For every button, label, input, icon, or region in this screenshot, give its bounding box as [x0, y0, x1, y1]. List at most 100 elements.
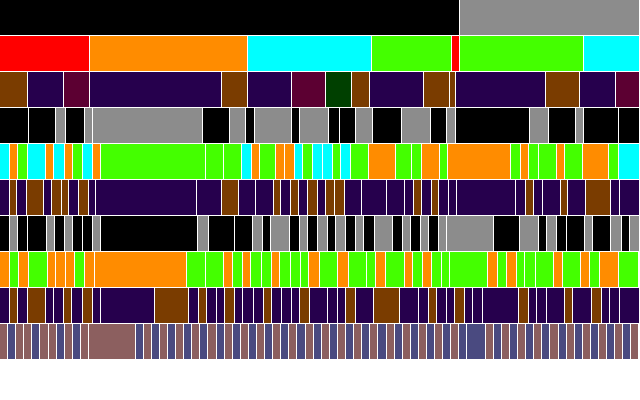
node-8-30: [374, 288, 401, 323]
node-6-2: [18, 216, 29, 251]
node-4-14: [252, 144, 261, 179]
node-9-13: [143, 324, 152, 359]
node-7-25: [367, 252, 376, 287]
node-8-20: [263, 288, 272, 323]
node-9-24: [232, 324, 241, 359]
node-8-1: [10, 288, 19, 323]
node-2-0: [0, 72, 28, 107]
node-6-37: [546, 216, 557, 251]
node-7-11: [205, 252, 225, 287]
node-9-18: [184, 324, 193, 359]
node-6-32: [439, 216, 448, 251]
node-4-30: [447, 144, 511, 179]
node-9-41: [370, 324, 379, 359]
node-8-25: [309, 288, 328, 323]
node-7-42: [581, 252, 590, 287]
node-3-23: [583, 108, 620, 143]
node-6-36: [538, 216, 547, 251]
node-7-21: [309, 252, 320, 287]
node-9-0: [0, 324, 9, 359]
node-7-43: [589, 252, 600, 287]
node-9-50: [443, 324, 452, 359]
node-6-22: [336, 216, 347, 251]
node-6-33: [447, 216, 495, 251]
node-7-41: [562, 252, 582, 287]
level-4: [0, 144, 640, 179]
node-8-12: [189, 288, 200, 323]
node-9-2: [16, 324, 25, 359]
node-7-16: [261, 252, 272, 287]
node-4-2: [18, 144, 29, 179]
node-5-3: [26, 180, 45, 215]
node-3-19: [455, 108, 531, 143]
node-6-10: [101, 216, 199, 251]
node-5-27: [414, 180, 422, 215]
node-8-35: [446, 288, 455, 323]
node-1-0: [0, 36, 90, 71]
node-3-8: [246, 108, 255, 143]
node-3-13: [339, 108, 357, 143]
node-6-38: [556, 216, 567, 251]
node-7-31: [431, 252, 443, 287]
node-7-18: [280, 252, 291, 287]
node-3-6: [202, 108, 230, 143]
node-5-26: [404, 180, 415, 215]
node-4-9: [92, 144, 101, 179]
node-1-4: [452, 36, 460, 71]
node-4-24: [351, 144, 370, 179]
node-9-67: [590, 324, 599, 359]
node-2-3: [90, 72, 222, 107]
node-7-29: [413, 252, 424, 287]
node-4-28: [421, 144, 440, 179]
node-3-5: [93, 108, 203, 143]
node-7-5: [56, 252, 67, 287]
node-2-7: [326, 72, 352, 107]
node-7-23: [338, 252, 349, 287]
node-9-11: [89, 324, 136, 359]
node-7-28: [404, 252, 414, 287]
node-6-44: [629, 216, 640, 251]
node-3-16: [401, 108, 431, 143]
node-8-24: [299, 288, 310, 323]
node-7-2: [18, 252, 30, 287]
node-7-38: [525, 252, 536, 287]
node-2-11: [450, 72, 456, 107]
node-8-8: [82, 288, 93, 323]
node-8-41: [529, 288, 538, 323]
node-9-9: [72, 324, 81, 359]
node-6-30: [421, 216, 430, 251]
node-4-33: [528, 144, 539, 179]
node-7-22: [319, 252, 339, 287]
node-9-43: [386, 324, 395, 359]
node-9-26: [248, 324, 258, 359]
node-7-45: [618, 252, 640, 287]
node-5-17: [290, 180, 299, 215]
node-9-29: [273, 324, 282, 359]
node-5-7: [69, 180, 79, 215]
node-6-41: [593, 216, 612, 251]
node-9-8: [64, 324, 73, 359]
node-7-30: [423, 252, 432, 287]
node-8-6: [64, 288, 73, 323]
node-6-42: [611, 216, 622, 251]
node-8-5: [54, 288, 65, 323]
node-7-3: [29, 252, 48, 287]
node-5-31: [448, 180, 457, 215]
node-9-37: [337, 324, 347, 359]
node-4-17: [284, 144, 295, 179]
node-7-1: [10, 252, 19, 287]
node-6-26: [374, 216, 393, 251]
node-3-24: [619, 108, 640, 143]
node-8-28: [346, 288, 357, 323]
node-4-26: [395, 144, 412, 179]
node-6-20: [317, 216, 328, 251]
node-9-70: [615, 324, 624, 359]
node-9-69: [607, 324, 616, 359]
node-6-28: [402, 216, 411, 251]
node-6-39: [566, 216, 586, 251]
node-3-18: [447, 108, 456, 143]
node-3-22: [575, 108, 584, 143]
node-9-19: [192, 324, 201, 359]
node-9-64: [566, 324, 575, 359]
node-9-49: [435, 324, 444, 359]
